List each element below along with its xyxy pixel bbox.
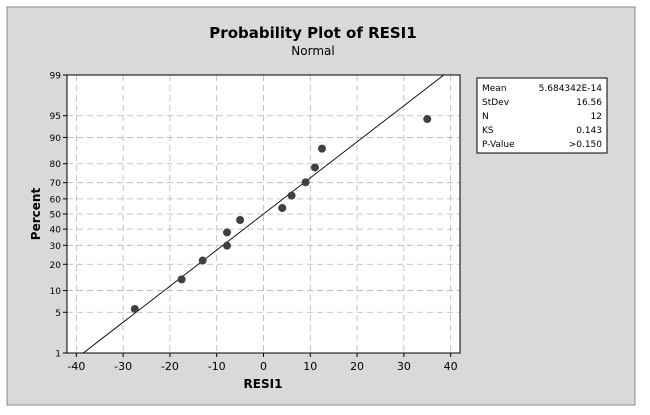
data-point bbox=[177, 275, 186, 284]
data-point bbox=[236, 216, 245, 225]
y-tick-label: 1 bbox=[55, 350, 61, 360]
x-tick-label: 40 bbox=[444, 360, 458, 373]
stat-value: 12 bbox=[591, 112, 602, 122]
stat-label: StDev bbox=[482, 98, 510, 108]
x-tick-label: -20 bbox=[161, 360, 179, 373]
data-point bbox=[223, 241, 232, 250]
data-point bbox=[310, 163, 319, 172]
stat-value: 16.56 bbox=[576, 98, 602, 108]
y-axis-label: Percent bbox=[29, 188, 43, 241]
data-point bbox=[223, 228, 232, 237]
x-tick-label: -10 bbox=[208, 360, 226, 373]
x-axis-label: RESI1 bbox=[244, 377, 283, 391]
data-point bbox=[278, 203, 287, 212]
chart-title: Probability Plot of RESI1 bbox=[209, 24, 416, 42]
stats-box-frame bbox=[476, 77, 608, 154]
stat-label: Mean bbox=[482, 84, 507, 94]
y-tick-label: 60 bbox=[50, 195, 62, 205]
x-tick-label: 10 bbox=[303, 360, 317, 373]
y-tick-label: 95 bbox=[50, 112, 61, 122]
y-tick-label: 40 bbox=[50, 226, 62, 236]
x-tick-label: 0 bbox=[260, 360, 267, 373]
data-point bbox=[287, 191, 296, 200]
stat-value: 5.684342E-14 bbox=[539, 84, 603, 94]
stat-value: >0.150 bbox=[569, 140, 603, 150]
y-tick-label: 5 bbox=[55, 309, 61, 319]
stat-label: P-Value bbox=[482, 140, 515, 150]
stat-label: N bbox=[482, 112, 489, 122]
y-tick-label: 10 bbox=[50, 287, 62, 297]
data-point bbox=[317, 144, 326, 153]
y-tick-label: 20 bbox=[50, 261, 62, 271]
y-tick-label: 70 bbox=[50, 179, 62, 189]
y-tick-label: 99 bbox=[50, 72, 62, 82]
data-point bbox=[423, 115, 432, 124]
y-tick-label: 80 bbox=[50, 160, 62, 170]
plot-border bbox=[66, 74, 461, 354]
stats-box: Mean 5.684342E-14 StDev 16.56 N 12 KS 0.143 P-Va… bbox=[476, 77, 608, 154]
x-tick-label: 20 bbox=[350, 360, 364, 373]
y-tick-label: 90 bbox=[50, 134, 62, 144]
y-tick-label: 50 bbox=[50, 211, 62, 221]
x-tick-label: 30 bbox=[397, 360, 411, 373]
x-tick-label: -40 bbox=[67, 360, 85, 373]
grid-lines bbox=[67, 75, 460, 353]
data-points bbox=[130, 115, 432, 313]
y-tick-label: 30 bbox=[50, 242, 62, 252]
stat-label: KS bbox=[482, 126, 494, 136]
data-point bbox=[130, 304, 139, 313]
x-tick-label: -30 bbox=[114, 360, 132, 373]
data-point bbox=[301, 178, 310, 187]
data-point bbox=[198, 256, 207, 265]
stat-value: 0.143 bbox=[576, 126, 602, 136]
x-axis: -40 -30 -20 -10 0 10 20 30 40 bbox=[67, 353, 458, 373]
chart-subtitle: Normal bbox=[291, 44, 334, 58]
y-axis: 1 5 10 20 30 40 50 60 70 80 90 95 99 bbox=[50, 72, 67, 360]
fit-line bbox=[82, 74, 445, 354]
